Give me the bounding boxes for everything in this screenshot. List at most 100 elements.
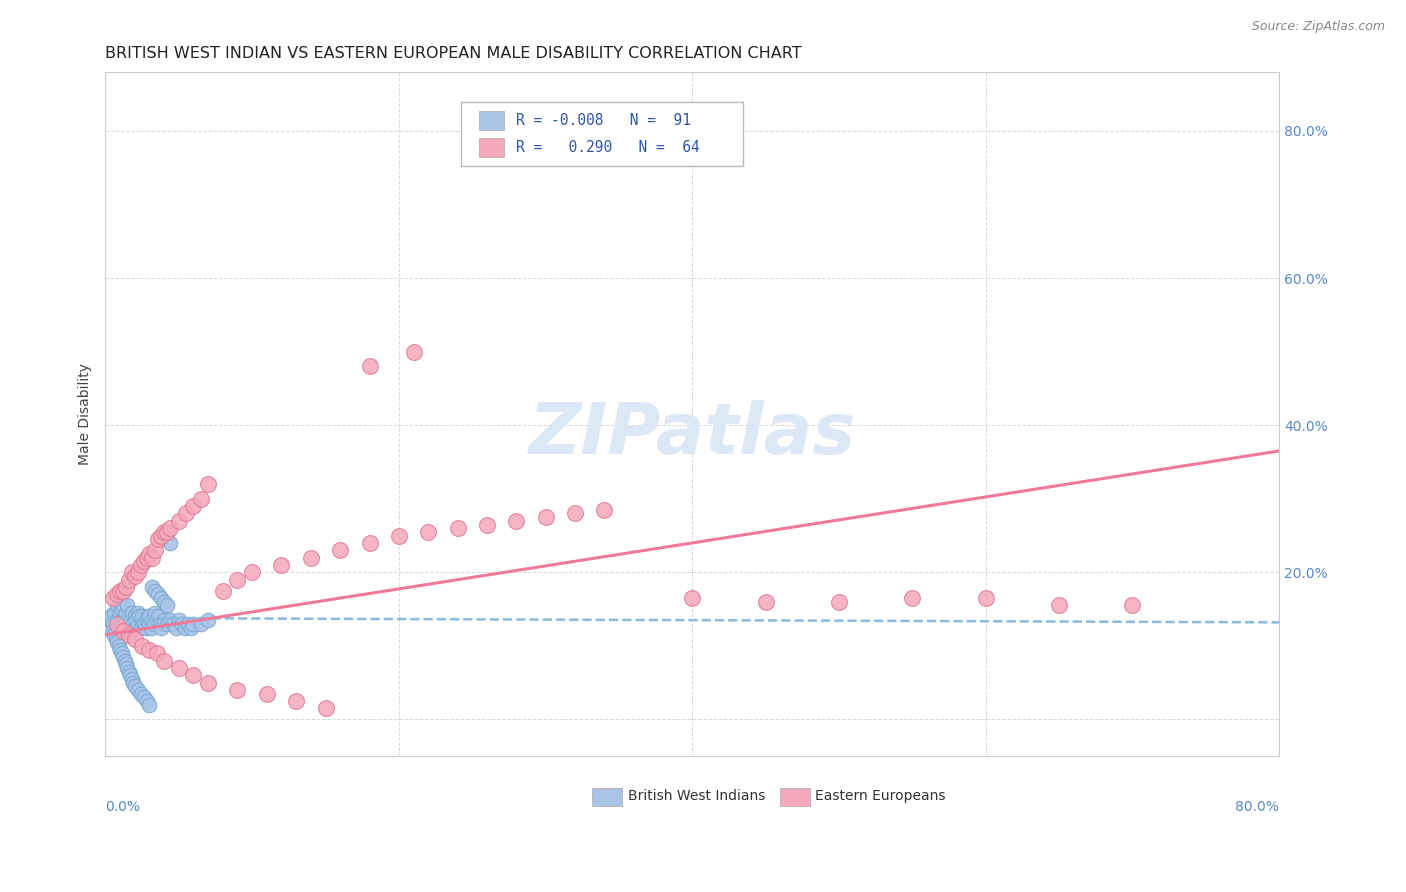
Point [105, 635, 128, 649]
Point [1121, 599, 1143, 613]
Bar [478, 111, 505, 130]
Point [121, 672, 143, 686]
Point [240, 566, 263, 580]
Point [117, 599, 139, 613]
Point [134, 620, 156, 634]
Point [101, 616, 124, 631]
Point [197, 675, 219, 690]
Point [170, 616, 193, 631]
Point [104, 624, 127, 639]
Point [270, 558, 292, 572]
Text: British West Indians: British West Indians [627, 789, 765, 803]
Point [107, 609, 129, 624]
Point [146, 613, 169, 627]
Point [115, 606, 138, 620]
Text: R = -0.008   N =  91: R = -0.008 N = 91 [516, 113, 692, 128]
Point [122, 616, 145, 631]
Point [681, 591, 703, 606]
Point [190, 616, 212, 631]
Point [285, 694, 308, 708]
Point [159, 613, 181, 627]
Point [135, 613, 157, 627]
Point [139, 620, 162, 634]
Text: BRITISH WEST INDIAN VS EASTERN EUROPEAN MALE DISABILITY CORRELATION CHART: BRITISH WEST INDIAN VS EASTERN EUROPEAN … [105, 46, 801, 62]
Point [103, 628, 125, 642]
Point [901, 591, 924, 606]
Point [418, 524, 440, 539]
Point [98, 613, 121, 627]
Point [131, 609, 153, 624]
Bar [592, 789, 621, 805]
Point [114, 620, 136, 634]
Point [150, 591, 173, 606]
Point [120, 668, 142, 682]
Point [183, 668, 205, 682]
Point [156, 616, 179, 631]
Point [159, 521, 181, 535]
Point [124, 679, 146, 693]
Point [174, 507, 197, 521]
Point [129, 687, 152, 701]
Point [129, 558, 152, 572]
Point [211, 583, 233, 598]
Point [190, 491, 212, 506]
Point [828, 595, 851, 609]
Point [105, 587, 128, 601]
Point [104, 632, 127, 646]
Point [118, 665, 141, 679]
Point [112, 624, 135, 639]
Point [153, 613, 176, 627]
Point [131, 613, 153, 627]
Point [150, 620, 173, 634]
Point [256, 687, 278, 701]
Point [132, 690, 155, 705]
Point [148, 587, 170, 601]
Point [105, 616, 128, 631]
Bar [478, 137, 505, 157]
Point [141, 613, 163, 627]
Point [105, 616, 128, 631]
Point [107, 639, 129, 653]
Point [118, 573, 141, 587]
Point [197, 477, 219, 491]
Point [183, 616, 205, 631]
Point [124, 620, 146, 634]
Point [110, 646, 132, 660]
Point [446, 521, 468, 535]
Point [1047, 599, 1070, 613]
Point [974, 591, 997, 606]
Point [127, 616, 149, 631]
Text: Source: ZipAtlas.com: Source: ZipAtlas.com [1251, 20, 1385, 33]
Point [226, 573, 249, 587]
Text: R =   0.290   N =  64: R = 0.290 N = 64 [516, 140, 700, 154]
Point [180, 620, 202, 634]
Point [165, 620, 187, 634]
Point [114, 609, 136, 624]
Point [138, 698, 160, 712]
Point [156, 524, 179, 539]
Point [141, 550, 163, 565]
Point [124, 632, 146, 646]
Point [146, 646, 169, 660]
Point [112, 583, 135, 598]
Point [120, 613, 142, 627]
Point [153, 654, 176, 668]
Point [329, 543, 352, 558]
Text: 80.0%: 80.0% [1234, 800, 1279, 814]
Point [143, 583, 166, 598]
Point [183, 499, 205, 513]
Point [101, 591, 124, 606]
Point [118, 624, 141, 639]
Point [105, 599, 128, 613]
Point [131, 639, 153, 653]
Point [153, 595, 176, 609]
Point [122, 675, 145, 690]
Point [534, 510, 557, 524]
Point [135, 694, 157, 708]
Point [475, 517, 498, 532]
Point [108, 624, 131, 639]
Point [315, 701, 337, 715]
FancyBboxPatch shape [461, 103, 742, 166]
Point [153, 524, 176, 539]
Point [159, 536, 181, 550]
